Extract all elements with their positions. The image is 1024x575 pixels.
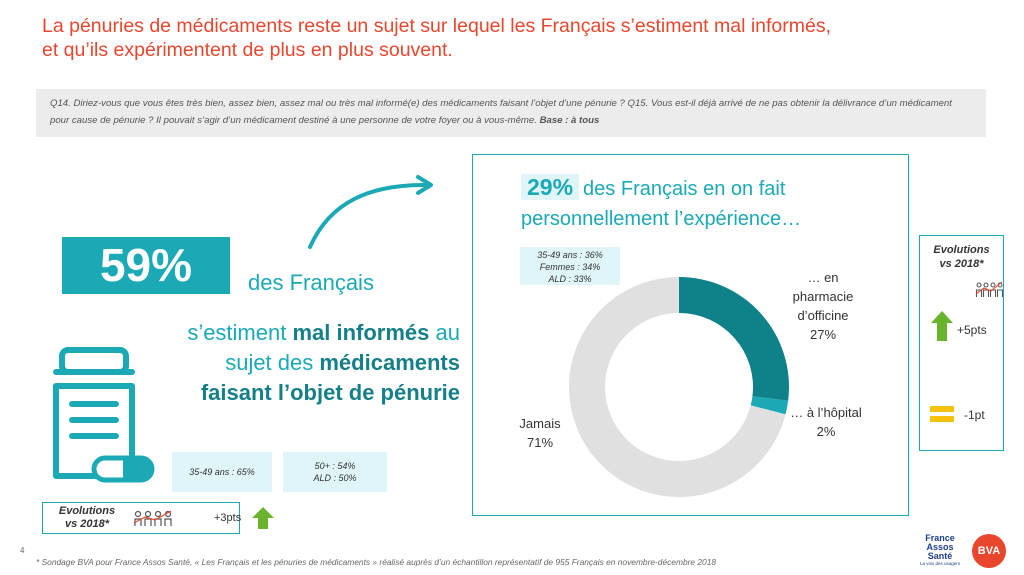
badge3-line2: Femmes : 34% [539, 262, 601, 272]
pharma-l2: pharmacie [792, 289, 854, 304]
des-francais-label: des Français [248, 270, 374, 295]
line2-bold: médicaments [319, 350, 460, 375]
donut-slice-1 [750, 396, 789, 415]
slide-title: La pénuries de médicaments reste un suje… [42, 14, 922, 62]
subgroup-badge: 35-49 ans : 36% Femmes : 34% ALD : 33% [520, 247, 620, 285]
badge2-line1: 50+ : 54% [314, 461, 356, 471]
evolution-right-label: Evolutions vs 2018* [920, 243, 1003, 271]
headline-59-percent: 59% [62, 237, 230, 294]
evo-r-l2: vs 2018* [939, 258, 984, 270]
title-line-1: La pénuries de médicaments reste un suje… [42, 15, 832, 37]
fas-l3: Santé [927, 551, 953, 561]
people-trend-icon [133, 510, 172, 526]
line2-pre: sujet des [225, 350, 320, 375]
evo-l1: Evolutions [58, 505, 116, 517]
hopital-l1: … à l’hôpital [790, 405, 862, 420]
experience-donut-chart [569, 277, 789, 497]
evolution-value: +3pts [214, 512, 242, 524]
age-50-ald-badge: 50+ : 54% ALD : 50% [283, 452, 387, 492]
fas-l2: Assos [926, 542, 954, 552]
mal-informes-statement: s’estiment mal informés au sujet des méd… [120, 318, 460, 408]
france-assos-sante-logo: France Assos Santé La voix des usagers [918, 534, 962, 567]
badge3-line1: 35-49 ans : 36% [537, 250, 603, 260]
pharma-pct: 27% [809, 327, 837, 342]
label-jamais: Jamais 71% [510, 414, 570, 452]
footer-note: * Sondage BVA pour France Assos Santé, «… [36, 557, 717, 567]
experience-panel [472, 154, 909, 516]
question-text: Q14. Diriez-vous que vous êtes très bien… [50, 98, 952, 126]
line1-post: au [429, 320, 460, 345]
question-box: Q14. Diriez-vous que vous êtes très bien… [36, 89, 986, 137]
label-hopital: … à l’hôpital 2% [778, 403, 874, 441]
equal-sign-icon [930, 406, 954, 422]
bva-logo: BVA [972, 534, 1006, 568]
donut-slice-0 [679, 277, 789, 401]
evo-r-l1: Evolutions [933, 244, 990, 256]
head-line2: personnellement l’expérience… [521, 208, 802, 230]
head-line1: des Français en on fait [583, 178, 786, 200]
evolution-box-left: Evolutions vs 2018* +3pts [42, 502, 274, 534]
jamais-l1: Jamais [519, 416, 561, 431]
pharma-l3: d’officine [797, 308, 849, 323]
curved-arrow-icon [308, 175, 433, 249]
badge2-line2: ALD : 50% [313, 473, 357, 483]
pharma-l1: … en [807, 270, 839, 285]
line3-bold: faisant l’objet de pénurie [200, 380, 460, 405]
people-trend-icon [975, 281, 1003, 297]
donut-slice-2 [569, 277, 786, 497]
fas-sub: La voix des usagers [919, 561, 961, 566]
arrow-up-icon [931, 311, 953, 341]
title-line-2: et qu’ils expérimentent de plus en plus … [42, 39, 453, 61]
badge3-line3: ALD : 33% [548, 274, 592, 284]
line1-bold: mal informés [292, 320, 430, 345]
evo-l2: vs 2018* [64, 518, 110, 530]
page-number: 4 [20, 546, 25, 555]
line1-pre: s’estiment [187, 320, 293, 345]
experience-headline: 29% des Français en on fait personnelleme… [521, 172, 881, 234]
arrow-up-icon [252, 507, 274, 529]
age-35-49-badge: 35-49 ans : 65% [172, 452, 272, 492]
hopital-pct: 2% [816, 424, 836, 439]
jamais-pct: 71% [526, 435, 554, 450]
evolution-up-value: +5pts [957, 323, 987, 337]
evolution-label: Evolutions vs 2018* [47, 505, 127, 531]
evolution-box-right: Evolutions vs 2018* +5pts -1pt [919, 235, 1004, 451]
question-base: Base : à tous [539, 115, 600, 126]
label-pharmacie: … en pharmacie d’officine 27% [775, 268, 871, 344]
evolution-flat-value: -1pt [964, 408, 985, 422]
fas-l1: France [925, 533, 955, 543]
medicine-bottle-icon [53, 347, 155, 483]
headline-29-percent: 29% [521, 174, 580, 200]
